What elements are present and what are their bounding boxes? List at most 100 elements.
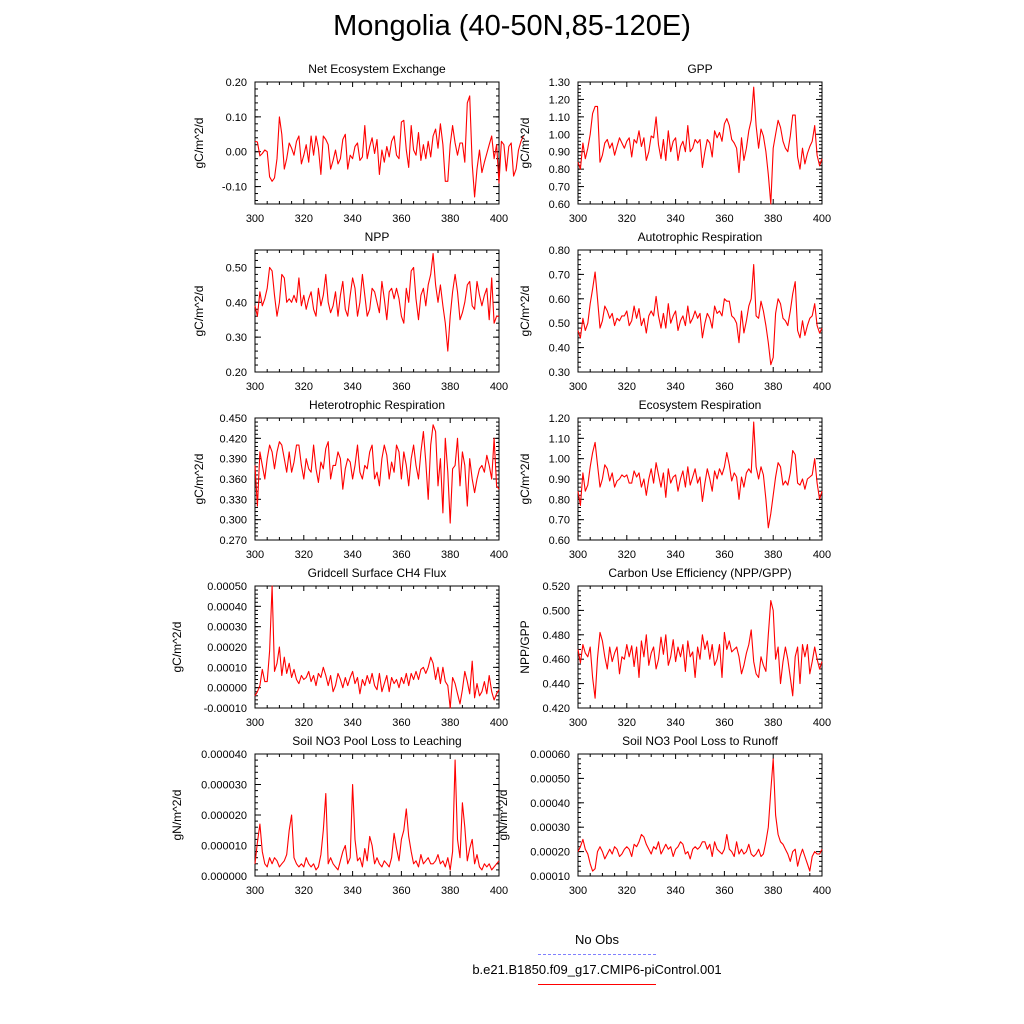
series-line	[577, 758, 823, 872]
x-tick-label: 300	[246, 381, 264, 393]
y-tick-label: 1.20	[549, 413, 570, 425]
plot-frame	[577, 753, 823, 877]
chart-title: Soil NO3 Pool Loss to Leaching	[292, 734, 461, 748]
series-line	[577, 86, 823, 205]
y-tick-label: 0.00050	[207, 581, 247, 593]
series-line	[254, 424, 500, 524]
x-tick-label: 340	[666, 381, 684, 393]
y-tick-label: 0.000040	[201, 749, 247, 761]
x-tick-label: 380	[764, 885, 782, 897]
y-tick-label: 0.60	[549, 294, 570, 306]
chart-panel-3: NPP gC/m^2/d 300 320 340 360 380 400 0.20 0.30 0.4…	[192, 230, 508, 393]
series-line	[254, 252, 499, 352]
y-tick-label: -0.10	[222, 182, 247, 194]
chart-panel-6: Ecosystem Respiration gC/m^2/d 300 320 340 36…	[518, 398, 831, 561]
x-tick-label: 340	[343, 717, 361, 729]
x-tick-label: 320	[618, 381, 636, 393]
y-tick-label: 0.440	[542, 679, 570, 691]
y-axis-label: gN/m^2/d	[496, 790, 510, 841]
y-tick-label: 0.50	[226, 262, 247, 274]
y-tick-label: 0.00010	[207, 662, 247, 674]
x-tick-label: 320	[295, 213, 313, 225]
y-axis-label: gC/m^2/d	[170, 622, 184, 673]
page-title: Mongolia (40-50N,85-120E)	[333, 10, 691, 42]
x-tick-label: 380	[441, 381, 459, 393]
y-tick-label: 0.300	[219, 515, 247, 527]
y-tick-label: 0.00060	[530, 749, 570, 761]
y-tick-label: 0.80	[549, 494, 570, 506]
x-tick-label: 400	[813, 381, 831, 393]
y-tick-label: 0.000020	[201, 810, 247, 822]
y-axis-label: gN/m^2/d	[170, 790, 184, 841]
y-tick-label: 0.90	[549, 474, 570, 486]
y-tick-label: 0.000000	[201, 871, 247, 883]
y-tick-label: 1.20	[549, 94, 570, 106]
x-tick-label: 340	[343, 381, 361, 393]
y-tick-label: 0.00020	[207, 642, 247, 654]
x-tick-label: 300	[246, 885, 264, 897]
x-tick-label: 380	[764, 213, 782, 225]
x-tick-label: 320	[618, 717, 636, 729]
x-tick-label: 300	[246, 213, 264, 225]
y-axis-label: gC/m^2/d	[518, 118, 532, 169]
plot-frame	[577, 249, 823, 373]
x-tick-label: 400	[813, 717, 831, 729]
x-tick-label: 320	[618, 549, 636, 561]
x-tick-label: 380	[764, 717, 782, 729]
x-tick-label: 320	[618, 213, 636, 225]
series-line	[577, 600, 823, 699]
x-tick-label: 360	[392, 885, 410, 897]
x-tick-label: 360	[715, 717, 733, 729]
y-tick-label: 0.50	[549, 318, 570, 330]
y-tick-label: 1.00	[549, 129, 570, 141]
chart-title: Autotrophic Respiration	[638, 230, 763, 244]
y-tick-label: 0.30	[226, 332, 247, 344]
x-tick-label: 360	[392, 381, 410, 393]
x-tick-label: 380	[441, 549, 459, 561]
x-tick-label: 300	[569, 549, 587, 561]
y-axis-label: gC/m^2/d	[192, 286, 206, 337]
x-tick-label: 320	[295, 549, 313, 561]
chart-title: Soil NO3 Pool Loss to Runoff	[622, 734, 779, 748]
y-tick-label: 0.480	[542, 630, 570, 642]
y-tick-label: 0.460	[542, 654, 570, 666]
y-tick-label: 0.00030	[530, 822, 570, 834]
x-tick-label: 340	[666, 717, 684, 729]
y-tick-label: 0.500	[542, 605, 570, 617]
x-tick-label: 320	[295, 885, 313, 897]
y-tick-label: 0.80	[549, 245, 570, 257]
y-tick-label: 0.70	[549, 269, 570, 281]
y-tick-label: 0.00010	[530, 871, 570, 883]
series-line	[254, 585, 500, 709]
x-tick-label: 340	[666, 213, 684, 225]
chart-panel-8: Carbon Use Efficiency (NPP/GPP) NPP/GPP 30…	[518, 566, 831, 729]
x-tick-label: 380	[764, 549, 782, 561]
series-line	[577, 421, 823, 529]
y-tick-label: 0.450	[219, 413, 247, 425]
legend-model-line	[538, 984, 656, 985]
y-axis-label: NPP/GPP	[518, 620, 532, 673]
x-tick-label: 360	[715, 549, 733, 561]
y-tick-label: 0.40	[549, 343, 570, 355]
y-tick-label: 0.000030	[201, 780, 247, 792]
legend-obs-line	[538, 954, 656, 955]
x-tick-label: 380	[441, 213, 459, 225]
y-tick-label: 0.80	[549, 164, 570, 176]
y-axis-label: gC/m^2/d	[192, 454, 206, 505]
y-tick-label: 0.00	[226, 147, 247, 159]
y-tick-label: 1.30	[549, 77, 570, 89]
y-tick-label: 0.70	[549, 182, 570, 194]
chart-panel-5: Heterotrophic Respiration gC/m^2/d 300 320 3…	[192, 398, 508, 561]
chart-title: Net Ecosystem Exchange	[308, 62, 446, 76]
x-tick-label: 300	[569, 717, 587, 729]
y-tick-label: 0.20	[226, 367, 247, 379]
y-tick-label: 0.360	[219, 474, 247, 486]
y-tick-label: 0.330	[219, 494, 247, 506]
x-tick-label: 320	[295, 717, 313, 729]
chart-panel-9: Soil NO3 Pool Loss to Leaching gN/m^2/d 30…	[170, 734, 508, 897]
chart-title: Carbon Use Efficiency (NPP/GPP)	[608, 566, 791, 580]
series-line	[577, 264, 823, 366]
y-tick-label: 0.390	[219, 454, 247, 466]
x-tick-label: 340	[343, 213, 361, 225]
